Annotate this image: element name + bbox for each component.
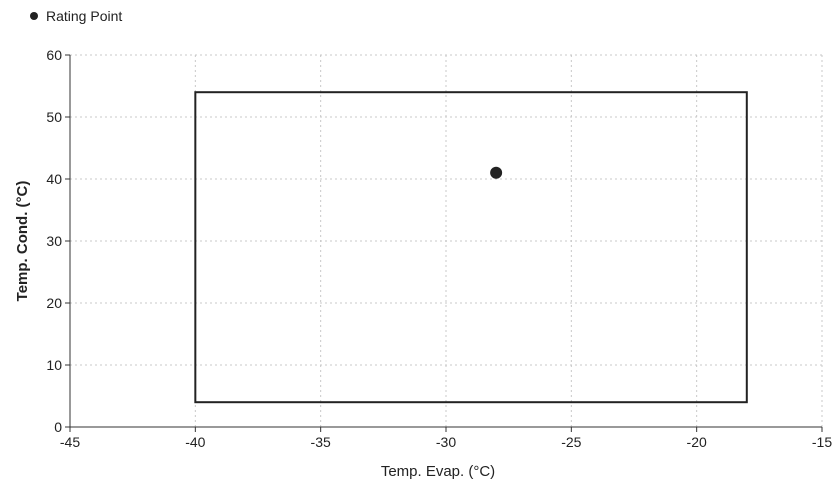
x-tick-label: -35 [311, 434, 331, 450]
y-tick-label: 60 [46, 47, 62, 63]
x-tick-label: -25 [561, 434, 581, 450]
y-tick-label: 50 [46, 109, 62, 125]
y-axis-label: Temp. Cond. (°C) [14, 181, 31, 302]
legend-label-rating-point: Rating Point [46, 8, 123, 24]
x-tick-label: -20 [687, 434, 707, 450]
y-tick-label: 30 [46, 233, 62, 249]
operating-envelope [194, 91, 748, 404]
x-tick-label: -15 [812, 434, 832, 450]
legend-marker-rating-point [30, 12, 38, 20]
legend: Rating Point [30, 8, 122, 24]
y-tick-label: 20 [46, 295, 62, 311]
y-tick-label: 40 [46, 171, 62, 187]
y-tick-label: 0 [54, 419, 62, 435]
x-tick-label: -45 [60, 434, 80, 450]
y-tick-label: 10 [46, 357, 62, 373]
rating-point-marker [490, 166, 503, 179]
x-tick-label: -30 [436, 434, 456, 450]
x-tick-label: -40 [185, 434, 205, 450]
x-axis-label: Temp. Evap. (°C) [381, 463, 495, 480]
